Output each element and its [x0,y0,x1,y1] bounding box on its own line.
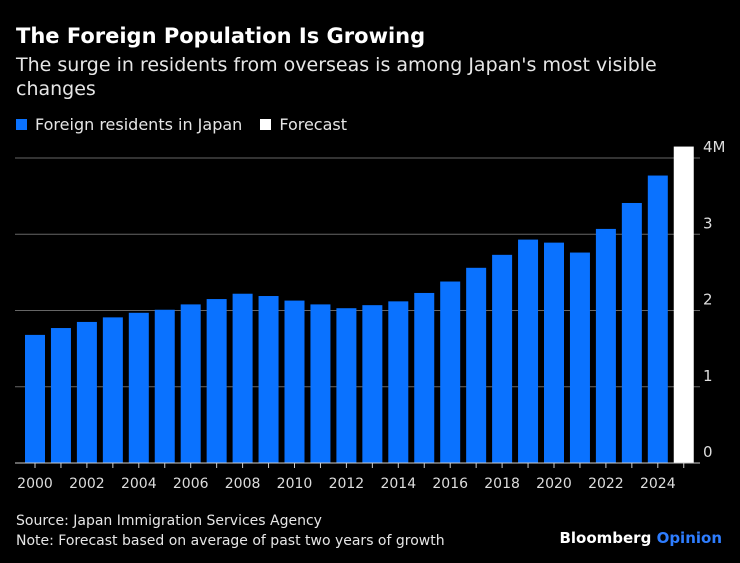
x-tick-label: 2024 [640,476,676,492]
source-notes: Source: Japan Immigration Services Agenc… [16,511,445,551]
bar [180,304,201,463]
bar [154,309,175,463]
brand-suffix: Opinion [656,529,722,547]
x-tick-label: 2004 [121,476,157,492]
bar [544,242,564,463]
y-tick-label: 1 [703,367,713,385]
bar [362,305,383,463]
bar [621,202,642,464]
bar [466,267,487,463]
x-tick-label: 2014 [380,476,416,492]
bar [258,296,279,463]
legend-swatch-forecast [260,119,272,130]
x-tick-label: 2022 [588,476,624,492]
x-tick-label: 2008 [225,476,261,492]
y-tick-label: 0 [703,443,713,461]
bar [232,293,253,463]
bar [284,300,305,463]
bar [206,299,227,463]
brand-name: Bloomberg [559,529,652,547]
bar [569,252,590,463]
bar [414,292,435,463]
bar [492,254,513,463]
x-tick-label: 2010 [277,476,313,492]
x-tick-label: 2012 [329,476,365,492]
bar [50,328,71,463]
bar [310,304,331,463]
legend: Foreign residents in Japan Forecast [16,115,347,134]
legend-label-residents: Foreign residents in Japan [35,115,243,134]
legend-swatch-residents [16,119,27,130]
x-tick-label: 2016 [432,476,468,492]
legend-item-forecast: Forecast [260,115,347,134]
x-tick-label: 2018 [484,476,520,492]
bar [336,308,357,463]
brand-logo: Bloomberg Opinion [559,529,722,547]
legend-label-forecast: Forecast [279,115,348,134]
y-tick-label: 2 [703,291,713,309]
x-tick-label: 2000 [17,476,53,492]
bar [673,146,694,463]
bar [128,312,149,463]
x-tick-label: 2002 [69,476,105,492]
chart-title: The Foreign Population Is Growing [16,24,426,48]
bar [440,281,461,463]
bar [76,321,97,463]
bar [518,239,539,463]
y-tick-label: 3 [703,214,713,232]
bar [25,334,45,463]
source-text: Source: Japan Immigration Services Agenc… [16,513,322,529]
note-text: Note: Forecast based on average of past … [16,533,445,549]
x-tick-label: 2020 [536,476,572,492]
bar [595,228,616,463]
chart-subtitle: The surge in residents from overseas is … [16,54,657,100]
x-tick-label: 2006 [173,476,209,492]
bar [647,175,668,463]
y-tick-label: 4M [703,138,726,156]
bar [102,317,123,463]
legend-item-residents: Foreign residents in Japan [16,115,242,134]
bar [388,301,409,463]
